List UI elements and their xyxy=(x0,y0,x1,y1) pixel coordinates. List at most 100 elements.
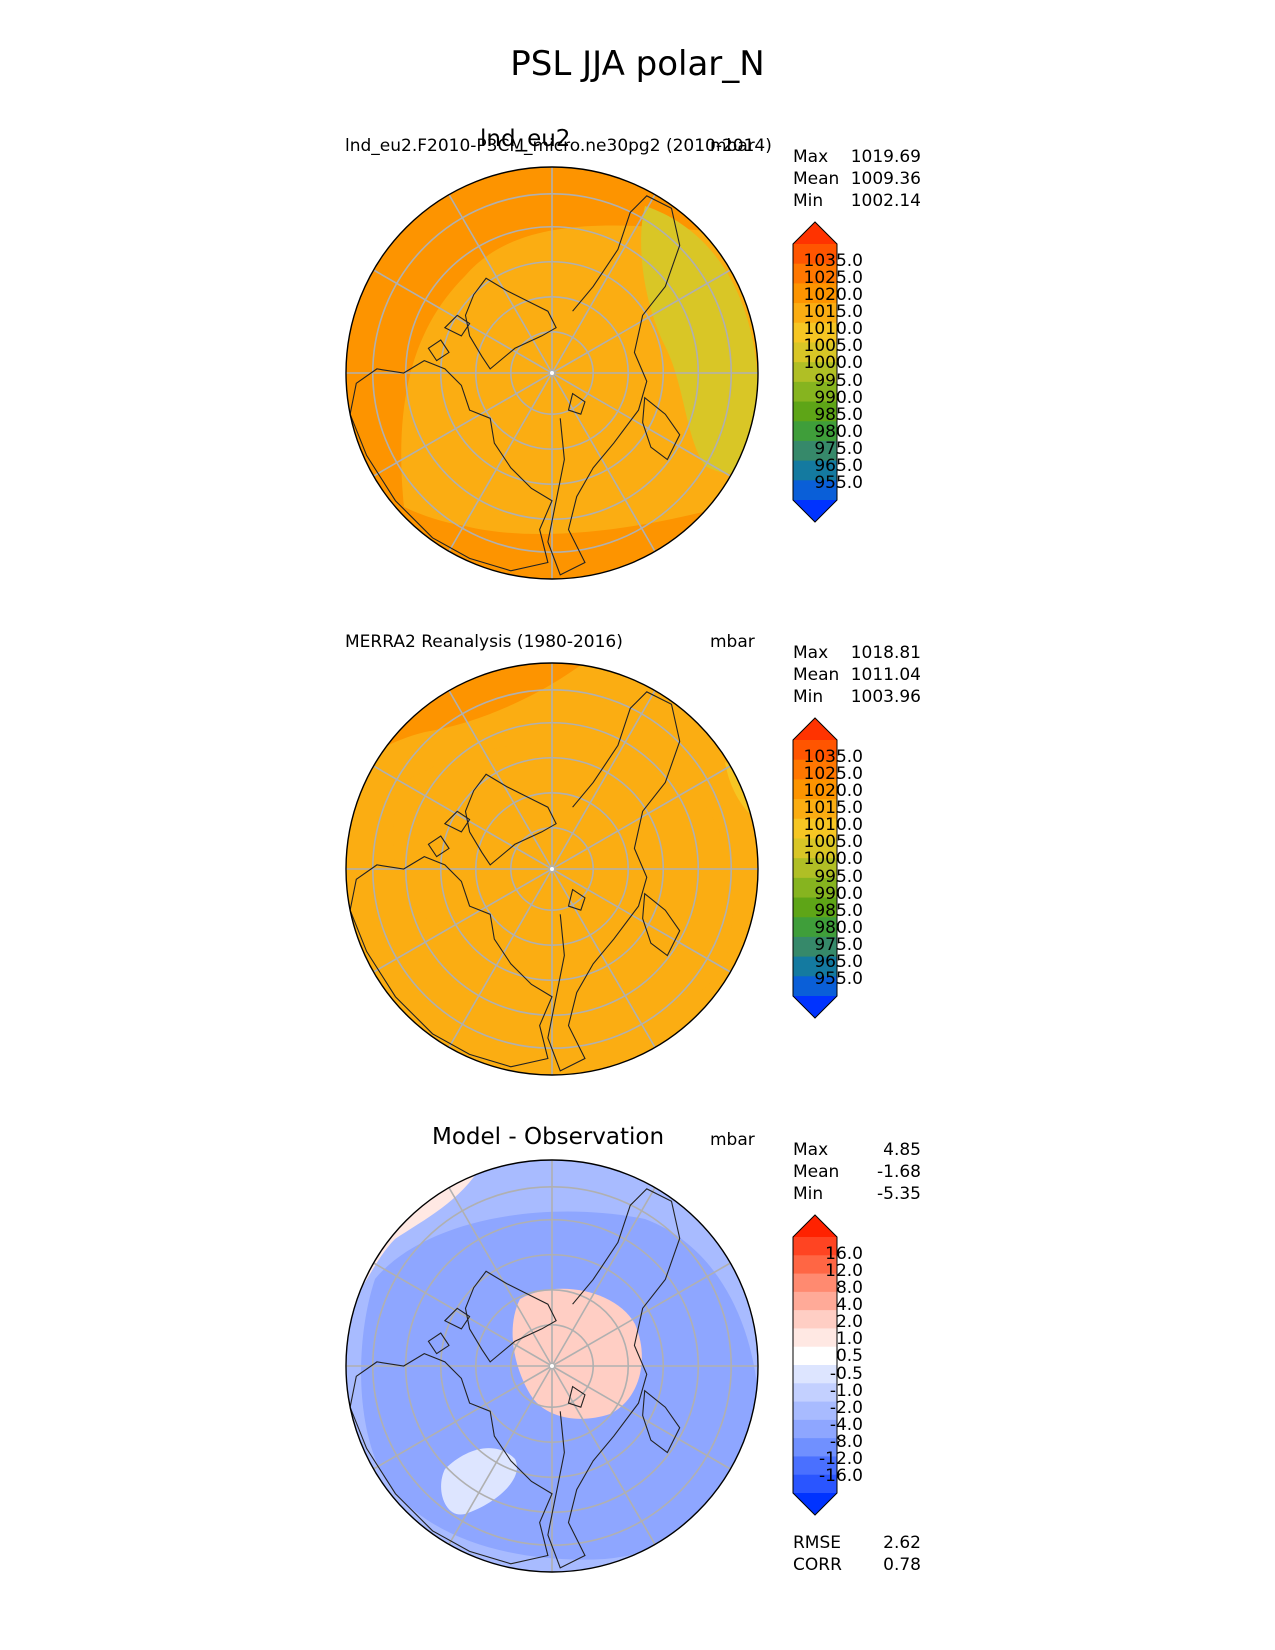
colorbar-tick-label: 975.0 xyxy=(814,934,863,955)
colorbar-segment xyxy=(793,421,837,442)
colorbar-extend-min xyxy=(793,996,837,1018)
colorbar-tick-label: 1025.0 xyxy=(803,268,863,289)
colorbar-segment xyxy=(793,244,837,265)
colorbar-tick-label: 1035.0 xyxy=(803,251,863,272)
colorbar-tick-label: 1020.0 xyxy=(803,285,863,306)
colorbar-segment xyxy=(793,1255,837,1275)
colorbar-segment xyxy=(793,1474,837,1494)
coastlines xyxy=(350,1189,680,1568)
stat-row: Max 1018.81 xyxy=(793,643,921,663)
colorbar-tick-label: 1010.0 xyxy=(803,815,863,836)
stats-box-reference: Max 1018.81 Mean 1011.04 Min 1003.96 xyxy=(793,642,921,708)
colorbar-segment xyxy=(793,1237,837,1256)
colorbar-tick-label: 965.0 xyxy=(814,455,863,476)
colorbar-tick-label: 975.0 xyxy=(814,438,863,459)
colorbar-segment xyxy=(793,1346,837,1366)
field-region-central-arctic xyxy=(393,742,733,1002)
colorbar-segment xyxy=(793,818,837,839)
colorbar-tick-label: 4.0 xyxy=(835,1295,863,1316)
colorbar-segment xyxy=(793,1328,837,1348)
colorbar-extend-min xyxy=(793,1493,837,1515)
figure-title: PSL JJA polar_N xyxy=(510,44,765,84)
colorbar-tick-label: 955.0 xyxy=(814,968,863,989)
colorbar-segment xyxy=(793,1456,837,1476)
metric-row: RMSE 2.62 xyxy=(793,1533,921,1553)
colorbar-segment xyxy=(793,936,837,958)
pole-marker xyxy=(550,867,554,871)
colorbar-tick-label: -1.0 xyxy=(829,1380,863,1401)
colorbar-segment xyxy=(793,976,837,997)
colorbar-segment xyxy=(793,858,837,879)
metrics-box-difference: RMSE 2.62 CORR 0.78 xyxy=(793,1532,921,1576)
colorbar-test xyxy=(792,221,838,523)
colorbar-tick-label: 1035.0 xyxy=(803,747,863,768)
map-boundary xyxy=(345,166,759,580)
colorbar-segment xyxy=(793,283,837,304)
colorbar-tick-label: -12.0 xyxy=(819,1448,863,1469)
colorbar-segment xyxy=(793,303,837,324)
colorbar-segment xyxy=(793,381,837,403)
colorbar-segment xyxy=(793,799,837,820)
colorbar-tick-label: 12.0 xyxy=(825,1261,863,1282)
map-reference xyxy=(345,662,759,1076)
colorbar-extend-max xyxy=(793,1215,837,1237)
colorbar-tick-label: 1010.0 xyxy=(803,319,863,340)
stat-row: Mean -1.68 xyxy=(793,1162,921,1182)
stat-row: Mean 1011.04 xyxy=(793,665,921,685)
colorbar-segment xyxy=(793,1401,837,1421)
colorbar-segment xyxy=(793,480,837,501)
stat-row: Min 1002.14 xyxy=(793,191,921,211)
stat-row: Min 1003.96 xyxy=(793,687,921,707)
colorbar-segment xyxy=(793,1419,837,1439)
colorbar-segment xyxy=(793,1365,837,1384)
colorbar-difference xyxy=(792,1214,838,1516)
colorbar-segment xyxy=(793,460,837,481)
colorbar-tick-label: 1020.0 xyxy=(803,781,863,802)
colorbar-tick-label: 1.0 xyxy=(835,1329,863,1350)
colorbar-tick-label: 980.0 xyxy=(814,917,863,938)
colorbar-segment xyxy=(793,956,837,977)
map-boundary xyxy=(345,662,759,1076)
colorbar-segment xyxy=(793,263,837,284)
panel-title-difference: Model - Observation xyxy=(432,1124,665,1150)
colorbar-tick-label: 980.0 xyxy=(814,421,863,442)
colorbar-segment xyxy=(793,877,837,899)
colorbar-segment xyxy=(793,1273,837,1293)
field-region-arctic-ocean xyxy=(466,291,643,439)
map-boundary xyxy=(345,1159,759,1573)
colorbar-tick-label: 1015.0 xyxy=(803,302,863,323)
stats-box-difference: Max 4.85 Mean -1.68 Min -5.35 xyxy=(793,1139,921,1205)
coastlines xyxy=(350,692,680,1071)
stat-row: Max 4.85 xyxy=(793,1140,921,1160)
colorbar-tick-label: -2.0 xyxy=(829,1397,863,1418)
colorbar-tick-label: -16.0 xyxy=(819,1465,863,1486)
panel-left-text-reference: MERRA2 Reanalysis (1980-2016) xyxy=(345,632,623,652)
colorbar-segment xyxy=(793,838,837,859)
panel-units-difference: mbar xyxy=(710,1130,755,1150)
colorbar-segment xyxy=(793,759,837,780)
colorbar-outline xyxy=(792,717,838,1019)
panel-left-text-test: lnd_eu2.F2010-P3CM_micro.ne30pg2 (2010-2… xyxy=(345,136,772,156)
colorbar-segment xyxy=(793,897,837,918)
colorbar-tick-label: 1025.0 xyxy=(803,764,863,785)
colorbar-segment xyxy=(793,740,837,761)
colorbar-extend-max xyxy=(793,718,837,740)
map-test xyxy=(345,166,759,580)
colorbar-segment xyxy=(793,1310,837,1329)
colorbar-segment xyxy=(793,362,837,383)
colorbar-tick-label: -4.0 xyxy=(829,1414,863,1435)
colorbar-tick-label: 990.0 xyxy=(814,883,863,904)
panel-units-reference: mbar xyxy=(710,632,755,652)
colorbar-segment xyxy=(793,1291,837,1311)
colorbar-tick-label: 1000.0 xyxy=(803,353,863,374)
colorbar-segment xyxy=(793,322,837,343)
metric-row: CORR 0.78 xyxy=(793,1555,921,1575)
stat-row: Min -5.35 xyxy=(793,1184,921,1204)
colorbar-tick-label: 16.0 xyxy=(825,1244,863,1265)
colorbar-tick-label: 995.0 xyxy=(814,370,863,391)
colorbar-tick-label: -0.5 xyxy=(829,1363,863,1384)
colorbar-tick-label: 955.0 xyxy=(814,472,863,493)
colorbar-tick-label: 995.0 xyxy=(814,866,863,887)
map-difference xyxy=(345,1159,759,1573)
colorbar-tick-label: 1005.0 xyxy=(803,832,863,853)
